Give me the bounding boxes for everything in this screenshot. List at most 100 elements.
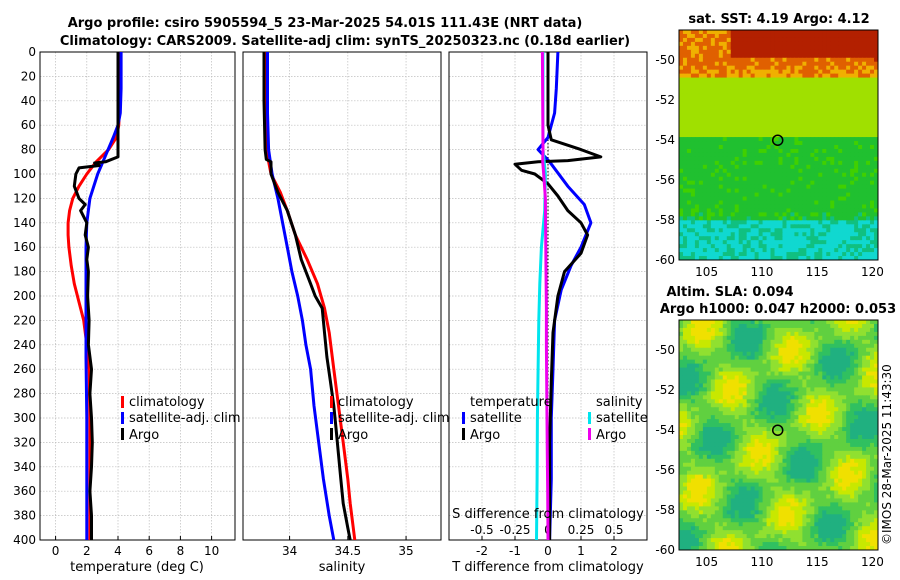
map-cell <box>874 367 878 373</box>
map-cell <box>866 256 871 260</box>
map-cell <box>718 141 724 146</box>
map-cell <box>702 53 708 59</box>
map-cell <box>850 431 855 436</box>
map-cell <box>742 323 748 329</box>
map-cell <box>702 77 708 83</box>
map-cell <box>762 160 768 166</box>
map-cell <box>762 252 768 257</box>
map-cell <box>726 148 732 154</box>
map-cell <box>710 256 716 260</box>
map-cell <box>846 399 851 404</box>
map-cell <box>722 73 728 79</box>
map-cell <box>870 156 875 162</box>
map-cell <box>806 121 811 126</box>
map-cell <box>698 431 704 436</box>
map-cell <box>718 77 724 83</box>
map-cell <box>734 423 740 428</box>
map-cell <box>738 121 744 126</box>
map-cell <box>830 435 835 440</box>
map-cell <box>706 323 712 329</box>
map-cell <box>786 164 792 170</box>
map-cell <box>726 462 732 468</box>
map-cell <box>750 347 756 353</box>
map-cell <box>722 419 728 424</box>
map-cell <box>806 81 811 87</box>
map-cell <box>874 81 878 87</box>
map-cell <box>679 438 684 444</box>
map-cell <box>854 145 859 150</box>
map-cell <box>830 196 835 202</box>
map-cell <box>679 240 684 245</box>
map-cell <box>686 395 692 400</box>
map-cell <box>786 399 792 404</box>
map-cell <box>834 45 839 51</box>
map-cell <box>742 141 748 146</box>
series-line-climatology <box>66 52 122 540</box>
map-cell <box>858 327 863 333</box>
map-cell <box>722 367 728 373</box>
map-cell <box>746 176 752 182</box>
map-cell <box>818 355 823 361</box>
map-cell <box>718 57 724 63</box>
map-cell <box>862 450 867 456</box>
map-cell <box>714 363 720 369</box>
map-cell <box>686 379 692 385</box>
map-cell <box>770 403 776 408</box>
map-cell <box>794 407 799 412</box>
map-cell <box>778 224 784 229</box>
map-cell <box>726 117 732 122</box>
map-cell <box>858 407 863 412</box>
map-cell <box>766 129 772 134</box>
map-cell <box>702 323 708 329</box>
map-cell <box>762 363 768 369</box>
map-cell <box>822 351 827 357</box>
map-cell <box>690 148 696 154</box>
map-cell <box>822 395 827 400</box>
map-cell <box>778 379 784 385</box>
map-cell <box>702 85 708 91</box>
map-cell <box>750 355 756 361</box>
map-cell <box>778 327 784 333</box>
map-cell <box>866 30 871 35</box>
map-cell <box>742 97 748 102</box>
map-cell <box>722 335 728 341</box>
map-cell <box>850 446 855 452</box>
map-cell <box>778 168 784 174</box>
map-cell <box>814 85 819 91</box>
map-cell <box>694 61 700 67</box>
map-cell <box>838 458 843 464</box>
map-cell <box>782 33 788 39</box>
map-cell <box>766 415 772 420</box>
map-cell <box>830 204 835 210</box>
map-cell <box>798 208 803 214</box>
map-cell <box>746 69 752 75</box>
map-cell <box>846 101 851 106</box>
map-cell <box>714 256 720 260</box>
map-cell <box>806 236 811 241</box>
series-line-t-argo <box>513 52 603 540</box>
map-cell <box>782 411 788 416</box>
map-cell <box>842 172 847 178</box>
map-cell <box>730 101 736 106</box>
map-cell <box>846 152 851 158</box>
map-cell <box>854 458 859 464</box>
map-cell <box>850 97 855 102</box>
map-cell <box>762 37 768 43</box>
map-cell <box>854 244 859 249</box>
map-cell <box>679 180 684 186</box>
map-cell <box>838 387 843 392</box>
map-cell <box>754 73 760 79</box>
map-cell <box>734 359 740 365</box>
map-cell <box>846 431 851 436</box>
map-cell <box>754 458 760 464</box>
map-cell <box>762 427 768 432</box>
map-cell <box>702 41 708 47</box>
map-cell <box>866 367 871 373</box>
map-cell <box>686 212 692 217</box>
map-cell <box>734 117 740 122</box>
map-cell <box>750 407 756 412</box>
map-cell <box>694 232 700 237</box>
map-cell <box>782 327 788 333</box>
map-cell <box>679 41 684 47</box>
map-cell <box>738 399 744 404</box>
